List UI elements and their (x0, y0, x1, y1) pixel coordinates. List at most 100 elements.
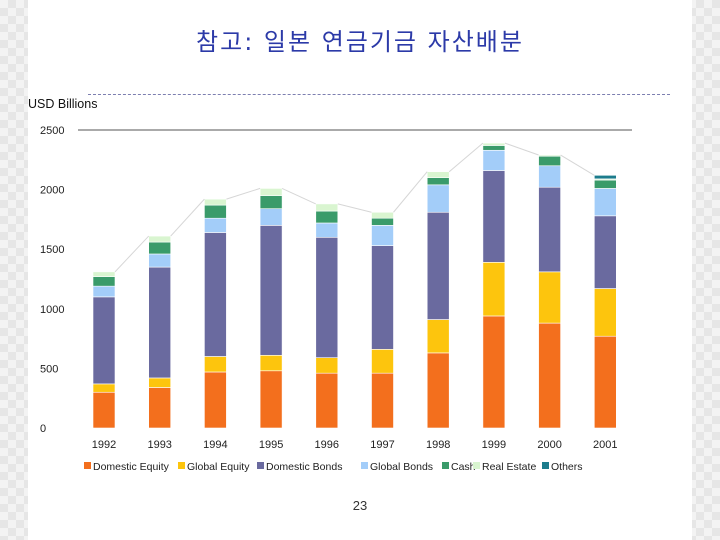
connector-line (170, 198, 205, 237)
bar-segment (538, 154, 561, 157)
bar-segment (92, 276, 116, 287)
legend-label: Domestic Equity (93, 461, 170, 473)
legend-swatch (178, 462, 185, 469)
bar-segment (148, 266, 171, 379)
bar-segment (315, 372, 339, 429)
legend-label: Cash (451, 461, 476, 473)
connector-line (281, 187, 317, 205)
bar-segment (148, 253, 171, 268)
title-divider (88, 94, 670, 95)
bar-segment (538, 155, 561, 167)
bar-segment (426, 184, 450, 213)
page-number: 23 (352, 498, 368, 513)
bar-segment (148, 377, 171, 388)
y-tick-label: 2000 (40, 185, 64, 197)
legend-swatch (542, 462, 549, 469)
bar-segment (92, 296, 116, 385)
bar-segment (259, 370, 283, 429)
y-tick-label: 2500 (40, 125, 64, 137)
bar-segment (482, 170, 506, 263)
bar-segment (538, 186, 561, 273)
legend-label: Domestic Bonds (266, 461, 342, 473)
bar-segment (148, 241, 171, 255)
bar-segment (92, 271, 116, 277)
x-tick-label: 1995 (259, 439, 283, 451)
bar-segment (371, 217, 394, 226)
slide-title: 참고: 일본 연금기금 자산배분 (196, 28, 524, 56)
bar-segment (371, 245, 394, 350)
bar-segment (482, 262, 506, 317)
bar-segment (259, 354, 283, 372)
y-tick-label: 1000 (40, 304, 64, 316)
bar-segment (204, 204, 227, 219)
connector-line (393, 171, 428, 213)
x-tick-label: 1992 (92, 439, 116, 451)
bar-segment (259, 225, 283, 356)
bar-segment (204, 371, 227, 429)
bar-segment (538, 322, 561, 429)
bar-segment (92, 383, 116, 393)
legend-swatch (473, 462, 480, 469)
connector-line (448, 142, 484, 173)
bar-segment (482, 142, 506, 146)
bar-segment (259, 188, 283, 196)
bar-segment (259, 195, 283, 209)
bar-segment (92, 391, 116, 429)
bar-segment (593, 215, 617, 289)
bar-segment (371, 349, 394, 374)
x-tick-label: 1993 (147, 439, 171, 451)
bar-segment (259, 208, 283, 226)
bar-segment (426, 352, 450, 429)
connector-line (114, 235, 150, 273)
connector-line (560, 154, 595, 176)
bar-segment (538, 165, 561, 188)
bar-segment (92, 285, 116, 298)
bar-segment (371, 225, 394, 246)
bar-segment (204, 232, 227, 357)
bar-segment (593, 174, 617, 180)
connector-line (337, 203, 372, 213)
bar-segment (482, 145, 506, 151)
bar-segment (315, 203, 339, 212)
legend-swatch (257, 462, 264, 469)
bar-segment (593, 179, 617, 189)
bar-segment (315, 222, 339, 238)
connector-line (226, 187, 261, 200)
bar-segment (315, 210, 339, 224)
x-tick-label: 1996 (315, 439, 339, 451)
bar-segment (593, 335, 617, 429)
legend-label: Real Estate (482, 461, 536, 473)
bar-segment (593, 288, 617, 337)
bar-segment (315, 236, 339, 358)
bar-segment (371, 372, 394, 429)
x-tick-label: 1994 (203, 439, 227, 451)
bar-segment (482, 315, 506, 429)
x-tick-label: 1999 (482, 439, 506, 451)
x-tick-label: 1997 (370, 439, 394, 451)
bar-segment (426, 211, 450, 320)
y-tick-label: 500 (40, 363, 58, 375)
bar-segment (204, 217, 227, 233)
legend-swatch (361, 462, 368, 469)
legend-swatch (442, 462, 449, 469)
legend-swatch (84, 462, 91, 469)
bar-segment (315, 357, 339, 374)
bar-segment (482, 149, 506, 171)
x-tick-label: 1998 (426, 439, 450, 451)
bar-segment (204, 356, 227, 373)
bar-segment (148, 387, 171, 429)
x-tick-label: 2001 (593, 439, 617, 451)
bar-segment (371, 211, 394, 219)
connector-line (504, 142, 539, 156)
bar-segment (204, 198, 227, 206)
bar-segment (426, 171, 450, 178)
legend-label: Global Equity (187, 461, 250, 473)
bar-segment (426, 319, 450, 354)
bar-segment (538, 271, 561, 324)
bar-segment (148, 235, 171, 243)
slide: 참고: 일본 연금기금 자산배분 USD Billions 0 500 1000 150… (28, 0, 692, 540)
bar-segment (426, 177, 450, 186)
y-tick-label: 1500 (40, 244, 64, 256)
legend-label: Global Bonds (370, 461, 433, 473)
y-tick-label: 0 (40, 423, 46, 435)
